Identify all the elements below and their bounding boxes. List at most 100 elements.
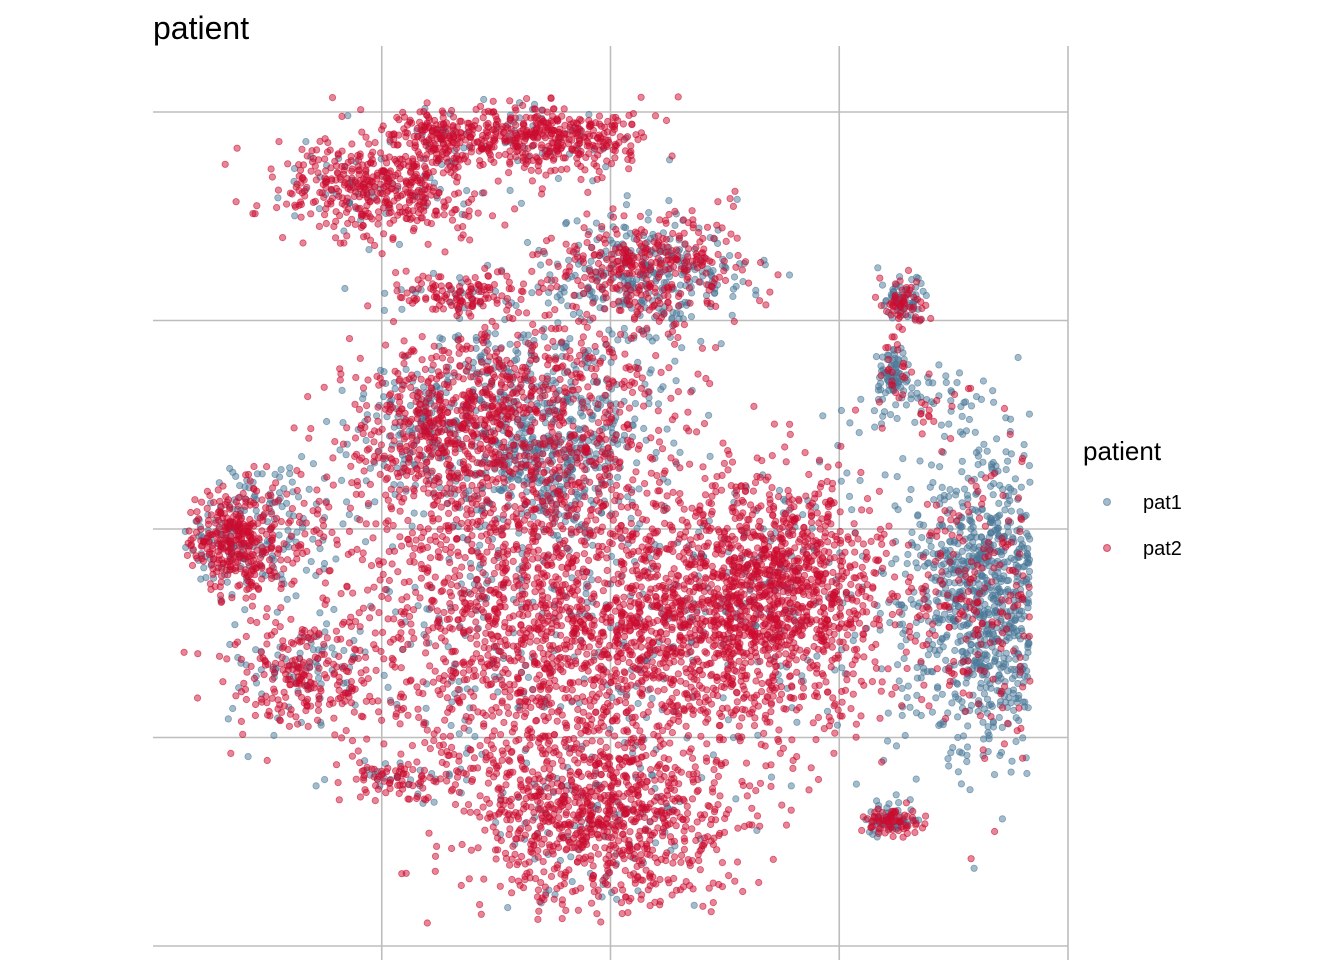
point-pat2 [642, 290, 650, 298]
point-pat1 [843, 469, 851, 477]
point-pat2 [328, 94, 337, 102]
point-pat2 [554, 150, 563, 158]
point-pat2 [278, 234, 287, 242]
point-pat2 [396, 507, 404, 515]
point-pat1 [996, 751, 1004, 760]
point-pat1 [320, 559, 329, 568]
point-pat1 [320, 775, 329, 784]
point-pat1 [506, 186, 514, 194]
point-pat2 [484, 272, 492, 280]
point-pat2 [592, 277, 601, 285]
point-pat1 [962, 427, 971, 435]
point-pat2 [611, 154, 619, 162]
point-pat1 [429, 269, 438, 277]
point-pat2 [390, 141, 398, 149]
point-pat1 [989, 398, 998, 406]
point-pat2 [501, 221, 509, 229]
point-pat2 [326, 146, 334, 154]
data-points [180, 93, 1034, 927]
point-pat2 [464, 278, 472, 286]
point-pat1 [224, 715, 232, 723]
point-pat1 [901, 731, 909, 740]
point-pat2 [656, 216, 664, 224]
point-pat1 [883, 737, 892, 745]
point-pat1 [954, 768, 963, 776]
point-pat2 [430, 144, 439, 152]
point-pat2 [680, 320, 689, 329]
point-pat1 [938, 634, 946, 642]
point-pat2 [622, 269, 631, 277]
point-pat1 [970, 864, 978, 872]
point-pat1 [813, 652, 821, 660]
point-pat1 [366, 464, 374, 472]
point-pat2 [664, 330, 672, 338]
point-pat2 [581, 166, 589, 174]
point-pat2 [674, 292, 683, 300]
point-pat1 [787, 782, 795, 790]
point-pat2 [295, 161, 303, 169]
point-pat2 [611, 147, 619, 155]
point-pat1 [872, 352, 881, 361]
point-pat2 [307, 167, 315, 175]
point-pat1 [954, 733, 962, 742]
point-pat1 [1018, 540, 1027, 548]
point-pat2 [670, 321, 678, 329]
point-pat1 [361, 538, 370, 546]
point-pat2 [606, 278, 614, 286]
point-pat2 [321, 135, 329, 143]
point-pat2 [338, 112, 346, 121]
point-pat2 [425, 113, 433, 122]
point-pat2 [584, 130, 592, 138]
point-pat2 [666, 259, 675, 267]
point-pat1 [1008, 757, 1016, 765]
point-pat1 [916, 457, 924, 465]
point-pat1 [977, 533, 986, 541]
point-pat2 [396, 293, 404, 301]
point-pat2 [267, 165, 275, 173]
point-pat1 [935, 646, 944, 654]
point-pat2 [425, 446, 433, 455]
point-pat1 [380, 368, 388, 376]
point-pat2 [474, 209, 482, 217]
point-pat1 [990, 602, 998, 611]
point-pat1 [989, 479, 998, 488]
point-pat2 [493, 299, 501, 307]
point-pat2 [343, 424, 351, 432]
point-pat1 [592, 219, 601, 227]
point-pat1 [898, 620, 907, 628]
point-pat2 [565, 135, 573, 143]
point-pat1 [729, 292, 737, 301]
point-pat1 [294, 493, 303, 501]
point-pat2 [544, 142, 553, 150]
point-pat1 [241, 606, 249, 614]
point-pat1 [898, 711, 906, 720]
point-pat1 [963, 751, 971, 759]
point-pat2 [327, 197, 335, 205]
point-pat2 [645, 251, 654, 259]
point-pat1 [291, 212, 299, 220]
point-pat1 [958, 468, 966, 476]
point-pat2 [774, 271, 782, 279]
point-pat2 [476, 102, 485, 110]
point-pat1 [491, 330, 499, 338]
point-pat1 [991, 526, 999, 534]
point-pat2 [391, 268, 400, 277]
point-pat2 [360, 467, 368, 475]
point-pat2 [482, 451, 490, 459]
point-pat1 [587, 257, 595, 265]
point-pat2 [459, 458, 468, 466]
point-pat2 [359, 429, 367, 438]
point-pat1 [1002, 414, 1010, 422]
point-pat2 [685, 284, 694, 292]
point-pat1 [732, 795, 740, 803]
point-pat2 [391, 367, 399, 375]
point-pat1 [523, 238, 532, 247]
point-pat2 [414, 148, 422, 156]
point-pat2 [668, 152, 676, 160]
point-pat2 [466, 236, 474, 244]
point-pat2 [655, 270, 664, 278]
point-pat2 [583, 210, 591, 218]
point-pat1 [528, 289, 536, 297]
point-pat2 [727, 230, 735, 238]
point-pat2 [424, 471, 432, 479]
